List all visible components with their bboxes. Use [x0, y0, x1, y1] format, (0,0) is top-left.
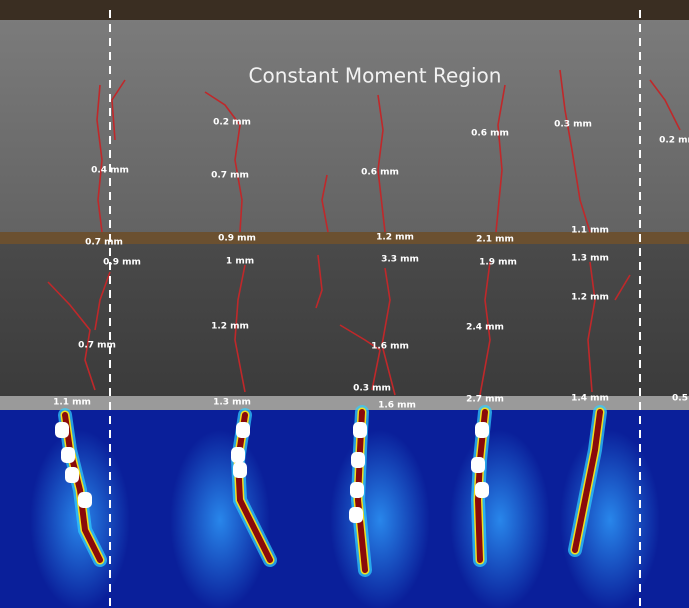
saturated-patch — [65, 467, 79, 483]
crack-width-label: 0.6 mm — [361, 168, 399, 178]
crack-width-label: 1.6 mm — [378, 401, 416, 411]
middle-panel — [0, 244, 689, 408]
saturated-patch — [350, 482, 364, 498]
saturated-patch — [61, 447, 75, 463]
saturated-patch — [233, 462, 247, 478]
crack-width-label: 2.4 mm — [466, 323, 504, 333]
region-title: Constant Moment Region — [249, 64, 502, 88]
crack-width-label: 0.7 mm — [78, 341, 116, 351]
crack-width-label: 1.1 mm — [53, 398, 91, 408]
crack-width-label: 1.2 mm — [376, 233, 414, 243]
figure: Constant Moment Region 0.2 mm 0.4 mm 0.7 m… — [0, 0, 689, 608]
crack-width-label: 2.7 mm — [466, 395, 504, 405]
crack-width-label: 1.3 mm — [213, 398, 251, 408]
crack-width-label: 0.2 mm — [213, 118, 251, 128]
crack-width-label: 0.2 mm — [659, 136, 689, 146]
saturated-patch — [475, 422, 489, 438]
saturated-patch — [78, 492, 92, 508]
crack-width-label: 0.3 mm — [554, 120, 592, 130]
heat-glow — [450, 430, 550, 608]
crack-width-label: 1.6 mm — [371, 342, 409, 352]
crack-width-label: 1.1 mm — [571, 226, 609, 236]
crack-width-label: 0.5 — [672, 394, 688, 404]
crack-width-label: 0.7 mm — [211, 171, 249, 181]
crack-width-label: 0.9 mm — [218, 234, 256, 244]
crack-width-label: 2.1 mm — [476, 235, 514, 245]
crack-width-label: 1 mm — [226, 257, 254, 267]
crack-width-label: 0.4 mm — [91, 166, 129, 176]
saturated-patch — [351, 452, 365, 468]
crack-width-label: 0.6 mm — [471, 129, 509, 139]
saturated-patch — [55, 422, 69, 438]
top-edge — [0, 0, 689, 22]
top-panel — [0, 20, 689, 242]
heat-glow — [330, 430, 430, 608]
crack-width-label: 1.2 mm — [211, 322, 249, 332]
saturated-patch — [236, 422, 250, 438]
saturated-patch — [349, 507, 363, 523]
crack-width-label: 1.3 mm — [571, 254, 609, 264]
saturated-patch — [353, 422, 367, 438]
saturated-patch — [231, 447, 245, 463]
crack-width-label: 0.7 mm — [85, 238, 123, 248]
crack-width-label: 3.3 mm — [381, 255, 419, 265]
saturated-patch — [475, 482, 489, 498]
crack-width-label: 1.4 mm — [571, 394, 609, 404]
crack-width-label: 0.9 mm — [103, 258, 141, 268]
crack-width-label: 1.2 mm — [571, 293, 609, 303]
saturated-patch — [471, 457, 485, 473]
crack-width-label: 1.9 mm — [479, 258, 517, 268]
crack-width-label: 0.3 mm — [353, 384, 391, 394]
